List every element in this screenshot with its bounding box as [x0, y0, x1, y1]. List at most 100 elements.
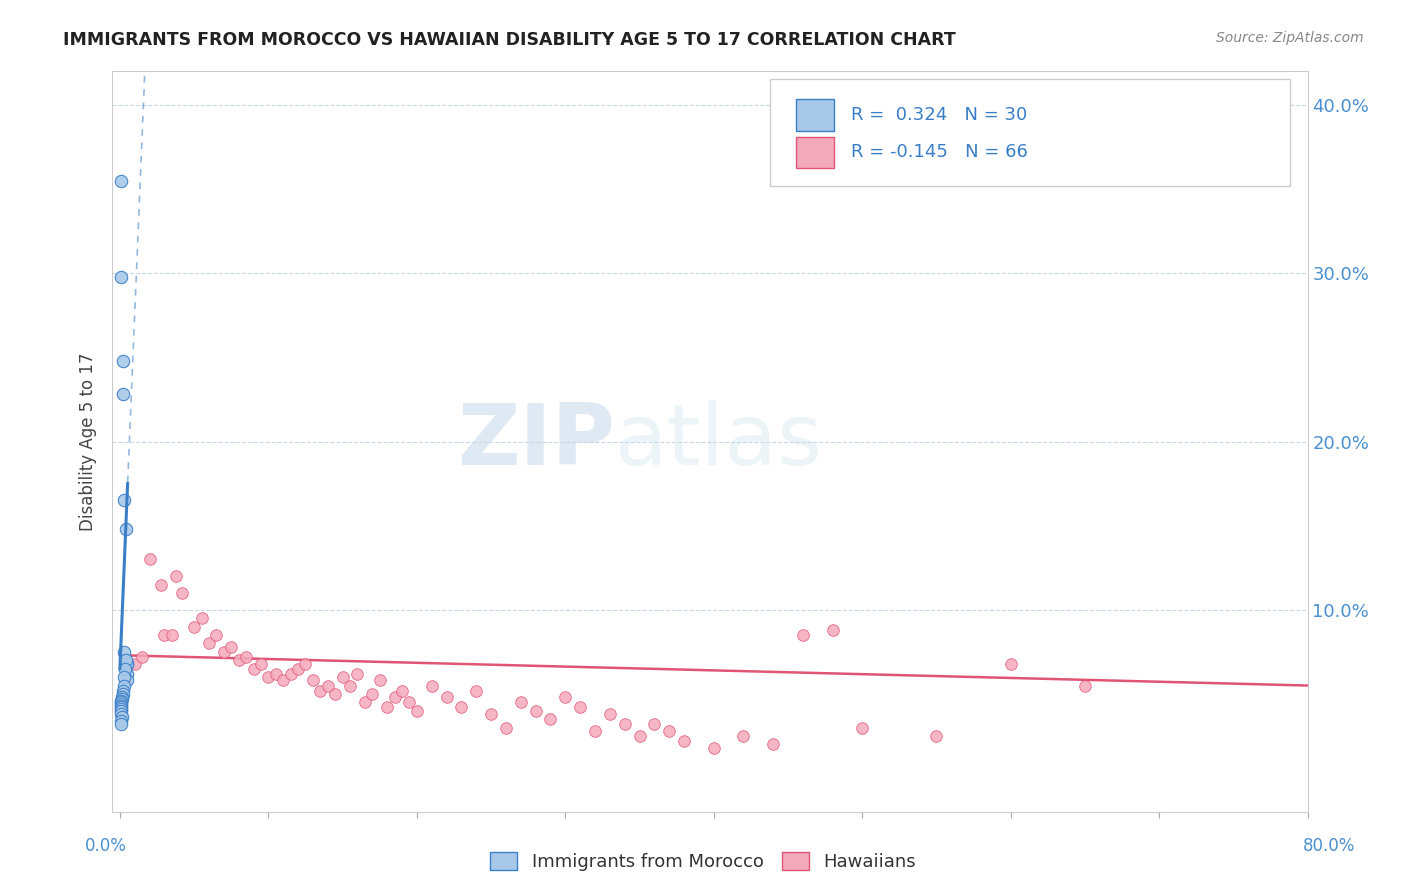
Point — [212, 645, 235, 659]
Point — [851, 721, 873, 735]
Point — [242, 662, 264, 676]
Point — [524, 704, 547, 718]
Text: IMMIGRANTS FROM MOROCCO VS HAWAIIAN DISABILITY AGE 5 TO 17 CORRELATION CHART: IMMIGRANTS FROM MOROCCO VS HAWAIIAN DISA… — [63, 31, 956, 49]
Point — [332, 670, 354, 684]
Point — [111, 692, 134, 706]
Point — [183, 619, 205, 633]
Point — [110, 695, 132, 709]
Point — [257, 670, 280, 684]
Point — [792, 628, 814, 642]
Point — [599, 707, 621, 722]
Point — [538, 712, 561, 726]
Point — [110, 269, 132, 284]
Point — [703, 740, 725, 755]
Point — [111, 690, 134, 705]
Point — [495, 721, 517, 735]
Point — [346, 666, 368, 681]
Legend: Immigrants from Morocco, Hawaiians: Immigrants from Morocco, Hawaiians — [484, 845, 922, 879]
Point — [1000, 657, 1022, 671]
Text: atlas: atlas — [614, 400, 823, 483]
Point — [150, 577, 173, 591]
Y-axis label: Disability Age 5 to 17: Disability Age 5 to 17 — [79, 352, 97, 531]
Point — [198, 636, 221, 650]
Point — [115, 657, 138, 671]
Point — [112, 645, 135, 659]
Point — [112, 679, 135, 693]
Point — [384, 690, 406, 705]
Point — [925, 729, 948, 743]
Point — [112, 670, 135, 684]
Point — [509, 695, 531, 709]
Point — [115, 653, 138, 667]
Point — [821, 623, 844, 637]
Point — [110, 702, 132, 716]
Point — [115, 522, 138, 536]
Point — [264, 666, 287, 681]
Point — [110, 697, 132, 711]
Point — [554, 690, 576, 705]
Point — [375, 700, 398, 714]
Point — [160, 628, 183, 642]
Point — [110, 707, 132, 722]
Point — [110, 698, 132, 713]
Point — [569, 700, 592, 714]
Point — [228, 653, 250, 667]
Point — [110, 174, 132, 188]
Point — [398, 695, 420, 709]
Point — [138, 552, 160, 566]
Point — [673, 734, 696, 748]
Point — [110, 714, 132, 728]
Point — [287, 662, 309, 676]
Point — [124, 657, 146, 671]
Point — [323, 687, 346, 701]
Point — [112, 493, 135, 508]
Point — [465, 683, 488, 698]
Point — [111, 710, 134, 724]
Point — [110, 704, 132, 718]
Point — [110, 700, 132, 714]
Point — [250, 657, 273, 671]
Point — [368, 673, 391, 688]
Point — [153, 628, 176, 642]
Point — [316, 679, 339, 693]
Point — [111, 387, 134, 401]
Point — [361, 687, 384, 701]
Point — [733, 729, 755, 743]
Point — [172, 586, 194, 600]
Point — [294, 657, 316, 671]
Point — [111, 683, 134, 698]
Text: R = -0.145   N = 66: R = -0.145 N = 66 — [851, 143, 1028, 161]
Point — [190, 611, 212, 625]
Point — [583, 723, 606, 738]
Text: 80.0%: 80.0% — [1302, 837, 1355, 855]
Text: Source: ZipAtlas.com: Source: ZipAtlas.com — [1216, 31, 1364, 45]
Point — [762, 738, 785, 752]
Point — [111, 687, 134, 701]
Point — [165, 569, 187, 583]
FancyBboxPatch shape — [796, 136, 834, 168]
Text: 0.0%: 0.0% — [84, 837, 127, 855]
Point — [628, 729, 651, 743]
Point — [271, 673, 294, 688]
Point — [405, 704, 427, 718]
FancyBboxPatch shape — [770, 78, 1289, 186]
Point — [111, 353, 134, 368]
Point — [131, 649, 153, 664]
Point — [219, 640, 242, 654]
Text: R =  0.324   N = 30: R = 0.324 N = 30 — [851, 106, 1028, 124]
Point — [643, 717, 665, 731]
Point — [658, 723, 681, 738]
Point — [1074, 679, 1097, 693]
Point — [280, 666, 302, 681]
Point — [117, 666, 139, 681]
Point — [354, 695, 377, 709]
Point — [114, 662, 136, 676]
Point — [450, 700, 472, 714]
Point — [110, 717, 132, 731]
Point — [302, 673, 325, 688]
Point — [479, 707, 502, 722]
Point — [391, 683, 413, 698]
Point — [613, 717, 636, 731]
Point — [117, 657, 139, 671]
Point — [235, 649, 257, 664]
